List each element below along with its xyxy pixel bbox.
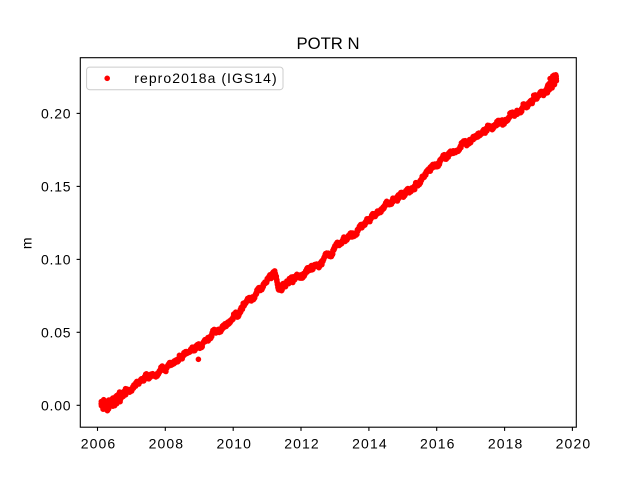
svg-text:2018: 2018 <box>488 436 524 452</box>
svg-text:2006: 2006 <box>81 436 117 452</box>
svg-text:0.20: 0.20 <box>41 106 71 122</box>
svg-text:0.00: 0.00 <box>41 397 71 413</box>
svg-text:0.05: 0.05 <box>41 324 71 340</box>
svg-text:2020: 2020 <box>556 436 592 452</box>
svg-text:POTR N: POTR N <box>296 34 359 53</box>
svg-text:0.10: 0.10 <box>41 252 71 268</box>
svg-text:2008: 2008 <box>149 436 185 452</box>
svg-text:2010: 2010 <box>216 436 252 452</box>
svg-text:2014: 2014 <box>352 436 388 452</box>
svg-text:0.15: 0.15 <box>41 179 71 195</box>
svg-text:repro2018a (IGS14): repro2018a (IGS14) <box>134 70 277 86</box>
svg-text:2012: 2012 <box>284 436 320 452</box>
svg-text:2016: 2016 <box>420 436 456 452</box>
svg-text:m: m <box>19 237 35 249</box>
